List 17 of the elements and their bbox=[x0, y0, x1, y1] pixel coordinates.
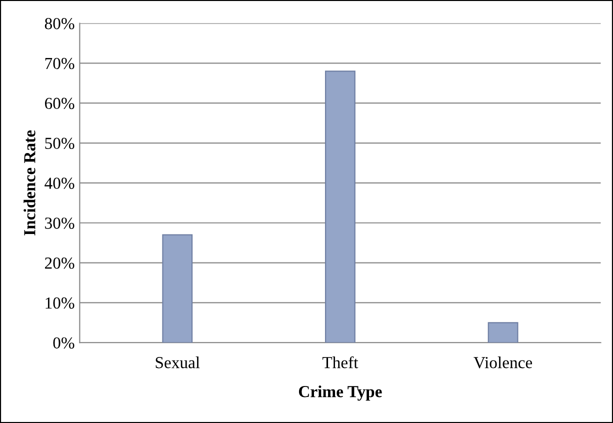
x-tick-label: Sexual bbox=[156, 356, 200, 368]
bar bbox=[162, 234, 193, 343]
y-tick-label: 30% bbox=[45, 218, 74, 229]
bar bbox=[488, 322, 518, 343]
y-tick-label: 0% bbox=[53, 337, 74, 349]
y-tick-label: 80% bbox=[44, 18, 74, 30]
y-tick-label: 50% bbox=[45, 138, 74, 150]
bar bbox=[325, 70, 356, 343]
y-tick-label: 60% bbox=[44, 98, 74, 110]
y-tick-label: 70% bbox=[45, 58, 74, 70]
y-tick-label: 10% bbox=[46, 297, 74, 309]
y-tick-label: 40% bbox=[44, 178, 74, 189]
x-tick-label: Theft bbox=[322, 356, 358, 368]
y-axis-title: Incidence Rate bbox=[24, 130, 36, 236]
x-axis-title: Crime Type bbox=[298, 386, 382, 401]
x-tick-label: Violence bbox=[474, 356, 532, 368]
y-tick-label: 20% bbox=[45, 257, 74, 269]
